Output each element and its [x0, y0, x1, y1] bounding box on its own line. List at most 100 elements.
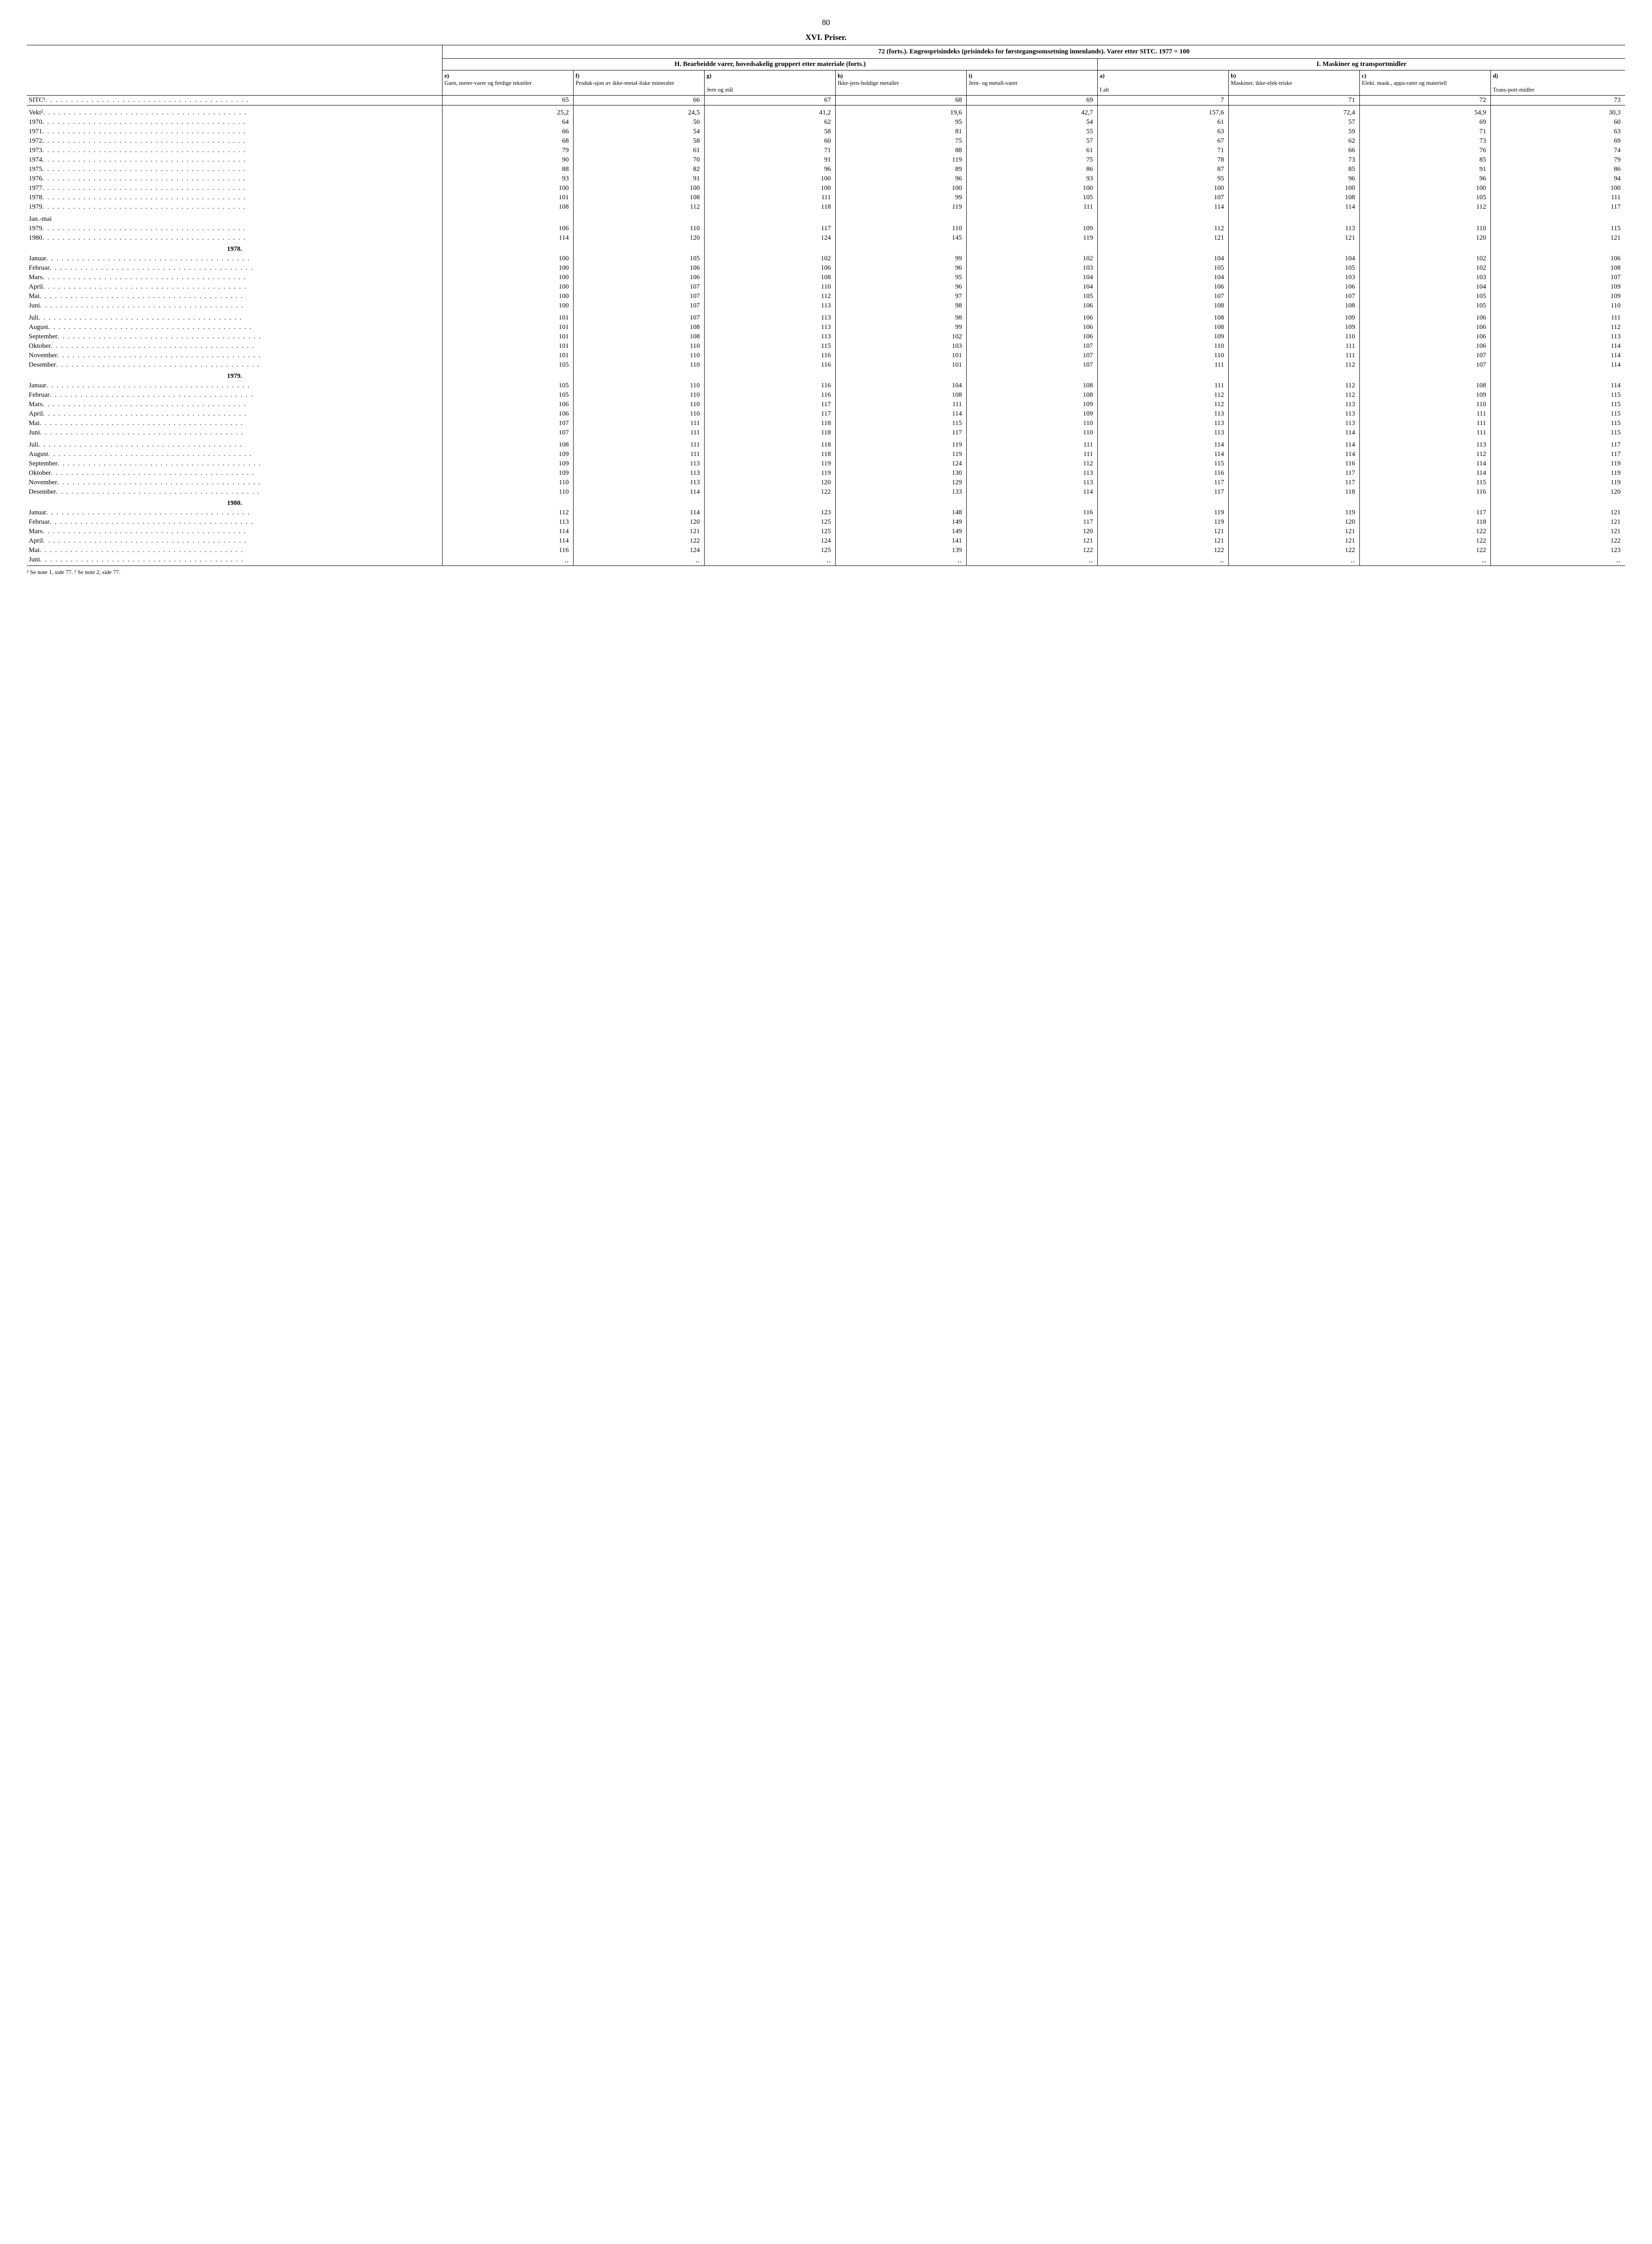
row-label: November: [27, 478, 443, 487]
data-cell: 100: [705, 174, 836, 184]
data-cell: 100: [574, 184, 705, 193]
column-header: h)Ikke-jern-holdige metaller: [836, 70, 967, 96]
data-cell: 111: [967, 438, 1098, 450]
data-cell: 116: [443, 546, 574, 555]
data-cell: 108: [1360, 381, 1491, 390]
data-cell: 114: [1491, 342, 1625, 351]
data-cell: 116: [1098, 469, 1229, 478]
column-header: d)Trans-port-midler: [1491, 70, 1625, 96]
column-header: c)Elekt. mask., appa-rater og materiell: [1360, 70, 1491, 96]
data-cell: 121: [1098, 536, 1229, 546]
data-cell: 113: [967, 478, 1098, 487]
data-cell: 107: [443, 428, 574, 438]
data-cell: 119: [836, 450, 967, 459]
sitc-code: 65: [443, 95, 574, 105]
data-cell: 110: [1098, 351, 1229, 360]
data-cell: 114: [1491, 351, 1625, 360]
row-label: 1974: [27, 155, 443, 165]
data-cell: 93: [443, 174, 574, 184]
data-cell: 117: [705, 400, 836, 409]
data-cell: 107: [574, 311, 705, 323]
data-cell: 69: [1491, 136, 1625, 146]
row-label: 1978: [27, 193, 443, 202]
data-cell: 121: [574, 527, 705, 536]
row-label: 1971: [27, 127, 443, 136]
data-cell: 118: [705, 428, 836, 438]
data-cell: 117: [1491, 450, 1625, 459]
data-cell: 106: [967, 323, 1098, 332]
data-cell: 116: [705, 351, 836, 360]
data-cell: 114: [1491, 381, 1625, 390]
data-cell: 113: [574, 469, 705, 478]
data-cell: 100: [836, 184, 967, 193]
sitc-code: 69: [967, 95, 1098, 105]
data-cell: 141: [836, 536, 967, 546]
data-cell: 112: [1360, 202, 1491, 212]
column-header: i)Jern- og metall-varer: [967, 70, 1098, 96]
data-cell: 122: [1491, 536, 1625, 546]
data-cell: 88: [836, 146, 967, 155]
data-cell: 111: [1098, 381, 1229, 390]
data-cell: 113: [1098, 428, 1229, 438]
data-cell: 111: [967, 450, 1098, 459]
data-cell: 122: [1360, 527, 1491, 536]
data-cell: 106: [574, 273, 705, 282]
data-cell: 122: [1360, 536, 1491, 546]
row-label: Januar: [27, 508, 443, 517]
data-cell: 111: [1360, 428, 1491, 438]
data-cell: 110: [574, 351, 705, 360]
data-cell: 102: [705, 254, 836, 263]
data-cell: 124: [705, 536, 836, 546]
data-cell: 73: [1360, 136, 1491, 146]
data-cell: ‥: [443, 555, 574, 566]
data-cell: 121: [967, 536, 1098, 546]
data-cell: 100: [1229, 184, 1360, 193]
row-label: April: [27, 282, 443, 292]
row-label: November: [27, 351, 443, 360]
data-cell: 95: [1098, 174, 1229, 184]
data-cell: 117: [1229, 478, 1360, 487]
data-cell: 112: [1098, 390, 1229, 400]
data-cell: 101: [836, 360, 967, 370]
data-cell: 114: [1491, 360, 1625, 370]
data-cell: 110: [574, 400, 705, 409]
data-cell: 111: [1360, 419, 1491, 428]
data-cell: 125: [705, 546, 836, 555]
data-cell: 61: [967, 146, 1098, 155]
data-cell: 120: [1229, 517, 1360, 527]
data-cell: 95: [836, 118, 967, 127]
data-cell: 122: [1098, 546, 1229, 555]
data-cell: 89: [836, 165, 967, 174]
data-cell: 114: [1098, 438, 1229, 450]
data-cell: 106: [1360, 332, 1491, 342]
data-cell: 101: [443, 323, 574, 332]
sitc-code: 7: [1098, 95, 1229, 105]
data-cell: 117: [1229, 469, 1360, 478]
data-cell: 109: [443, 469, 574, 478]
data-cell: 111: [1229, 351, 1360, 360]
data-cell: 106: [967, 301, 1098, 311]
data-cell: 101: [443, 342, 574, 351]
data-cell: 106: [1491, 254, 1625, 263]
data-cell: 104: [1360, 282, 1491, 292]
data-cell: 122: [1360, 546, 1491, 555]
data-cell: 108: [1491, 263, 1625, 273]
table-header: 72 (forts.). Engrosprisindeks (prisindek…: [27, 45, 1625, 96]
data-cell: 121: [1491, 527, 1625, 536]
row-label: Mai: [27, 419, 443, 428]
data-cell: 105: [443, 390, 574, 400]
data-cell: 108: [1098, 311, 1229, 323]
data-cell: 112: [443, 508, 574, 517]
row-label: Jan.-mai: [27, 212, 443, 224]
row-label: Desember: [27, 487, 443, 497]
data-cell: 115: [1098, 459, 1229, 469]
data-cell: ‥: [1491, 555, 1625, 566]
data-cell: 118: [1360, 517, 1491, 527]
row-label: Juli: [27, 438, 443, 450]
data-cell: 109: [967, 400, 1098, 409]
data-cell: 105: [443, 360, 574, 370]
data-cell: 107: [443, 419, 574, 428]
section-title: XVI. Priser.: [27, 33, 1625, 42]
data-cell: 110: [967, 428, 1098, 438]
group-header-i: I. Maskiner og transportmidler: [1098, 59, 1625, 70]
